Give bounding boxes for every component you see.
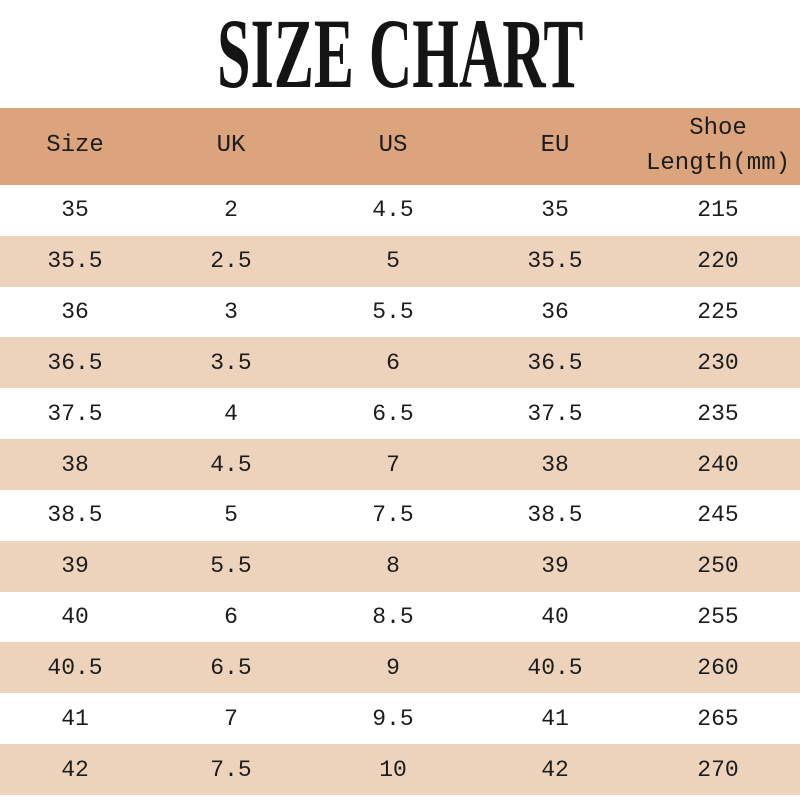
table-cell: 35 (61, 197, 89, 224)
table-cell: 38 (541, 451, 569, 478)
table-cell: 7.5 (372, 502, 414, 529)
table-cell: 7.5 (210, 756, 252, 783)
table-cell: 41 (61, 705, 89, 732)
table-cell: 215 (697, 197, 739, 224)
table-body: 35 2 4.5 35 215 35.5 2.5 5 35.5 220 36 3 5.5 36 225 36.… (0, 185, 800, 795)
table-cell: 2 (224, 197, 238, 224)
table-cell: 5 (386, 248, 400, 275)
column-header-uk: UK (216, 132, 246, 160)
table-cell: 36.5 (527, 349, 583, 376)
table-cell: 38.5 (47, 502, 103, 529)
table-row: 38 4.5 7 38 240 (0, 439, 800, 490)
table-cell: 235 (697, 400, 739, 427)
column-header-us: US (378, 132, 408, 160)
table-cell: 240 (697, 451, 739, 478)
table-cell: 9 (386, 654, 400, 681)
table-cell: 2.5 (210, 248, 252, 275)
table-row: 35 2 4.5 35 215 (0, 185, 800, 236)
table-cell: 36 (61, 299, 89, 326)
table-row: 37.5 4 6.5 37.5 235 (0, 388, 800, 440)
size-chart-table: Size UK US EU Shoe Length(mm) 35 2 4.5 35 21… (0, 108, 800, 795)
header-row: Size UK US EU Shoe Length(mm) (0, 108, 800, 185)
table-cell: 7 (386, 451, 400, 478)
table-cell: 7 (224, 705, 238, 732)
table-cell: 42 (61, 756, 89, 783)
table-row: 35.5 2.5 5 35.5 220 (0, 235, 800, 287)
column-header-shoe-length: Shoe Length(mm) (645, 114, 791, 177)
table-cell: 35 (541, 197, 569, 224)
table-cell: 39 (61, 553, 89, 580)
table-cell: 39 (541, 553, 569, 580)
table-cell: 6.5 (372, 400, 414, 427)
table-cell: 42 (541, 756, 569, 783)
table-cell: 4.5 (372, 197, 414, 224)
table-cell: 35.5 (527, 248, 583, 275)
table-cell: 3.5 (210, 349, 252, 376)
table-cell: 8 (386, 553, 400, 580)
table-cell: 6 (386, 349, 400, 376)
table-cell: 230 (697, 349, 739, 376)
column-header-size: Size (46, 132, 104, 160)
table-cell: 40.5 (47, 654, 103, 681)
table-cell: 6.5 (210, 654, 252, 681)
table-cell: 38 (61, 451, 89, 478)
table-cell: 37.5 (527, 400, 583, 427)
page-title: SIZE CHART (216, 0, 584, 109)
table-cell: 260 (697, 654, 739, 681)
table-cell: 245 (697, 502, 739, 529)
table-cell: 8.5 (372, 604, 414, 631)
table-row: 36 3 5.5 36 225 (0, 286, 800, 338)
table-header: Size UK US EU Shoe Length(mm) (0, 108, 800, 185)
table-row: 38.5 5 7.5 38.5 245 (0, 489, 800, 541)
table-cell: 38.5 (527, 502, 583, 529)
table-row: 40.5 6.5 9 40.5 260 (0, 642, 800, 694)
table-cell: 265 (697, 705, 739, 732)
table-cell: 40 (541, 604, 569, 631)
table-cell: 255 (697, 604, 739, 631)
table-cell: 40 (61, 604, 89, 631)
title-bar: SIZE CHART (0, 0, 800, 108)
table-cell: 4.5 (210, 451, 252, 478)
table-cell: 4 (224, 400, 238, 427)
table-cell: 225 (697, 299, 739, 326)
table-cell: 5.5 (210, 553, 252, 580)
table-cell: 220 (697, 248, 739, 275)
table-cell: 5.5 (372, 299, 414, 326)
table-cell: 3 (224, 299, 238, 326)
table-cell: 250 (697, 553, 739, 580)
column-header-eu: EU (540, 132, 570, 160)
table-cell: 6 (224, 604, 238, 631)
table-row: 40 6 8.5 40 255 (0, 591, 800, 643)
table-row: 36.5 3.5 6 36.5 230 (0, 337, 800, 389)
table-cell: 5 (224, 502, 238, 529)
table-cell: 35.5 (47, 248, 103, 275)
table-cell: 9.5 (372, 705, 414, 732)
table-row: 42 7.5 10 42 270 (0, 744, 800, 795)
table-cell: 10 (379, 756, 407, 783)
table-cell: 36.5 (47, 349, 103, 376)
table-row: 41 7 9.5 41 265 (0, 693, 800, 745)
table-row: 39 5.5 8 39 250 (0, 540, 800, 592)
table-cell: 37.5 (47, 400, 103, 427)
table-cell: 40.5 (527, 654, 583, 681)
table-cell: 270 (697, 756, 739, 783)
table-cell: 36 (541, 299, 569, 326)
table-cell: 41 (541, 705, 569, 732)
